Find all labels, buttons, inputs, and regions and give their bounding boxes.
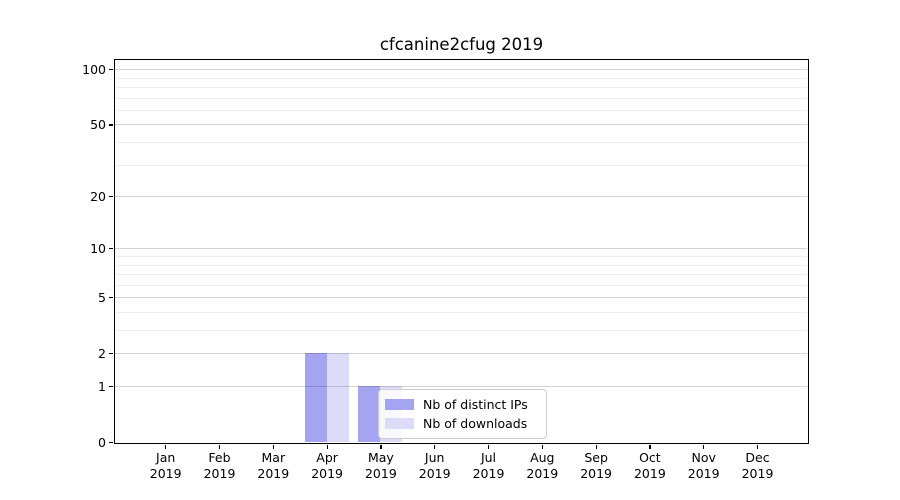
legend-entry-downloads: Nb of downloads: [385, 415, 540, 431]
x-tick-label-month-oct: Oct: [639, 450, 661, 465]
legend-label-downloads: Nb of downloads: [423, 415, 528, 431]
gridline-minor-40: [115, 142, 807, 144]
gridline-major-100: [115, 69, 807, 71]
x-tick-jan: [165, 444, 167, 449]
x-tick-label-month-feb: Feb: [208, 450, 231, 465]
x-tick-label-month-aug: Aug: [530, 450, 555, 465]
gridline-minor-4: [115, 311, 807, 313]
plot-inner: [115, 60, 807, 442]
bar-may-distinct-ips: [358, 386, 381, 442]
x-tick-label-month-nov: Nov: [691, 450, 716, 465]
gridline-major-10: [115, 248, 807, 250]
y-tick-label-10: 10: [90, 240, 106, 256]
x-tick-label-year-sep: 2019: [580, 466, 612, 481]
y-tick-50: [109, 124, 113, 126]
x-tick-apr: [326, 444, 328, 449]
x-tick-label-month-dec: Dec: [745, 450, 770, 465]
x-tick-aug: [541, 444, 543, 449]
y-tick-label-0: 0: [98, 434, 106, 450]
x-tick-label-month-jun: Jun: [424, 450, 445, 465]
x-tick-jun: [434, 444, 436, 449]
gridline-minor-30: [115, 164, 807, 166]
gridline-minor-3: [115, 330, 807, 332]
y-tick-5: [109, 297, 113, 299]
x-tick-oct: [649, 444, 651, 449]
plot-area: [114, 59, 809, 444]
y-tick-0: [109, 441, 113, 444]
x-tick-may: [380, 444, 382, 449]
gridline-minor-80: [115, 87, 807, 89]
x-tick-sep: [595, 444, 597, 449]
gridline-major-20: [115, 196, 807, 198]
gridline-major-5: [115, 297, 807, 299]
y-tick-label-2: 2: [98, 345, 106, 361]
x-tick-label-year-may: 2019: [364, 466, 397, 481]
gridline-minor-9: [115, 256, 807, 257]
x-tick-label-year-jun: 2019: [418, 466, 451, 481]
gridline-major-1: [115, 386, 807, 387]
gridline-minor-6: [115, 284, 807, 286]
x-tick-label-month-jul: Jul: [480, 450, 497, 465]
x-tick-mar: [272, 444, 274, 449]
x-tick-dec: [756, 444, 759, 449]
x-tick-label-month-mar: Mar: [261, 450, 286, 465]
legend-label-distinct-ips: Nb of distinct IPs: [423, 396, 528, 412]
x-tick-label-year-jul: 2019: [472, 466, 505, 481]
legend-entry-distinct-ips: Nb of distinct IPs: [385, 396, 540, 412]
gridline-major-50: [115, 124, 807, 126]
x-tick-jul: [487, 444, 490, 449]
y-tick-1: [109, 385, 113, 388]
chart-title: cfcanine2cfug 2019: [379, 35, 544, 54]
x-tick-label-year-jan: 2019: [149, 466, 182, 481]
x-tick-label-year-nov: 2019: [687, 466, 720, 481]
y-tick-20: [109, 195, 113, 198]
gridline-minor-8: [115, 264, 807, 266]
legend: Nb of distinct IPs Nb of downloads: [378, 389, 547, 439]
bar-apr-distinct-ips: [304, 353, 327, 442]
gridline-major-2: [115, 353, 807, 355]
gridline-minor-7: [115, 274, 807, 276]
x-tick-label-year-dec: 2019: [741, 466, 774, 481]
y-tick-label-20: 20: [90, 188, 106, 204]
x-tick-label-month-apr: Apr: [316, 450, 338, 465]
x-tick-label-year-oct: 2019: [633, 466, 666, 481]
x-tick-label-year-mar: 2019: [257, 466, 290, 481]
x-tick-label-year-feb: 2019: [203, 466, 236, 481]
gridline-minor-60: [115, 109, 807, 111]
y-tick-label-5: 5: [98, 289, 106, 305]
x-tick-feb: [218, 444, 221, 449]
x-tick-label-year-apr: 2019: [311, 466, 343, 481]
y-tick-100: [109, 69, 113, 71]
x-tick-nov: [703, 444, 705, 449]
gridline-minor-90: [115, 77, 807, 79]
y-tick-10: [109, 248, 113, 250]
x-tick-label-month-sep: Sep: [584, 450, 608, 465]
x-tick-label-year-aug: 2019: [526, 466, 559, 481]
bar-apr-downloads: [326, 353, 349, 442]
x-tick-label-month-jan: Jan: [156, 450, 176, 465]
gridline-minor-70: [115, 97, 807, 99]
y-tick-2: [109, 353, 113, 355]
y-tick-label-1: 1: [98, 378, 106, 394]
y-tick-label-100: 100: [82, 61, 106, 77]
x-tick-label-month-may: May: [367, 450, 394, 465]
y-tick-label-50: 50: [90, 116, 106, 132]
legend-swatch-distinct-ips: [385, 399, 414, 410]
legend-swatch-downloads: [385, 418, 414, 429]
